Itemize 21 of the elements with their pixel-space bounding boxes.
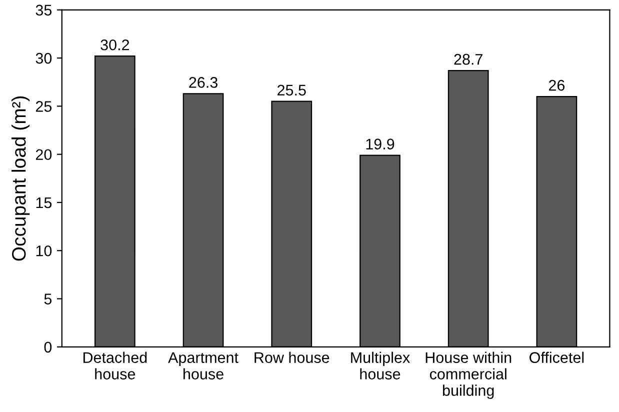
y-tick-label: 20 — [36, 149, 52, 160]
x-tick-label: Multiplex house — [351, 352, 410, 380]
y-axis-title: Occupant load (m²) — [12, 96, 30, 261]
data-label: 26 — [548, 80, 565, 91]
y-tick-label: 25 — [36, 101, 52, 112]
data-label: 25.5 — [278, 84, 306, 96]
y-tick-label: 15 — [36, 197, 52, 208]
y-tick-label: 0 — [44, 342, 52, 353]
y-tick-label: 10 — [36, 245, 52, 256]
data-label: 26.3 — [189, 77, 218, 88]
data-label: 30.2 — [100, 39, 130, 50]
x-tick-label: Detached house — [83, 352, 147, 380]
x-tick-label: Apartment house — [168, 352, 238, 380]
y-tick-label: 30 — [36, 52, 52, 64]
y-tick-label: 35 — [36, 4, 52, 16]
data-label: 19.9 — [366, 138, 394, 150]
y-tick-label: 5 — [44, 294, 52, 304]
data-label: 28.7 — [454, 54, 482, 65]
x-tick-label: Officetel — [530, 352, 584, 363]
x-tick-label: Row house — [254, 352, 330, 363]
x-tick-label: House within commercial building — [426, 352, 512, 399]
